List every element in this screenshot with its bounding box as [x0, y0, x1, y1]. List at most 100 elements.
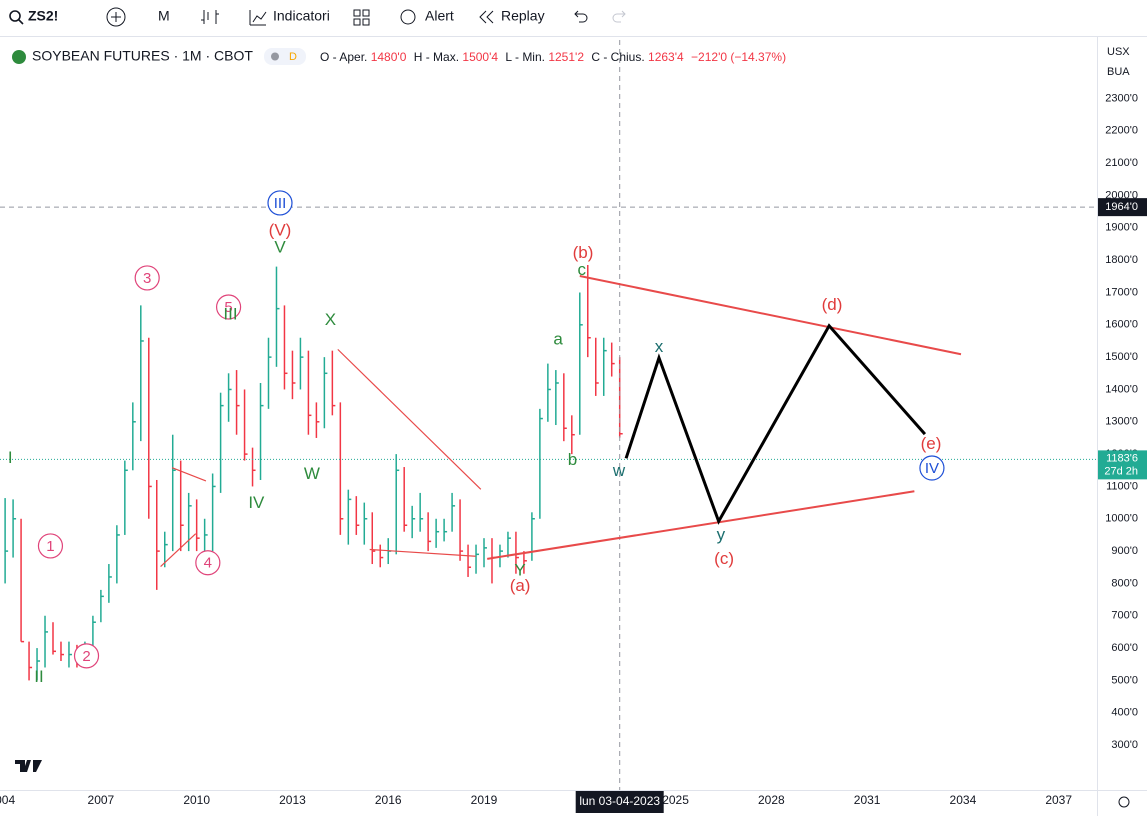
undo[interactable]: [574, 10, 588, 23]
wave-circle: [919, 455, 945, 481]
wave-label: III: [223, 304, 237, 323]
ohlc-legend: O - Aper. 1480'0 H - Max. 1500'4 L - Min…: [320, 50, 786, 64]
c-value: 1263'4: [648, 50, 684, 64]
y-tick-label: 500'0: [1111, 674, 1138, 686]
bars-icon[interactable]: [201, 10, 219, 24]
flag-pill: [264, 48, 306, 65]
wave-label: 5: [224, 299, 232, 316]
wave-label: X: [325, 310, 336, 329]
logo: [15, 760, 42, 772]
unit[interactable]: BUA: [1107, 66, 1130, 78]
wave-circle: [215, 294, 242, 320]
toolbar: [0, 0, 1147, 36]
wave-label: Y: [514, 561, 525, 580]
wave-label: b: [568, 450, 577, 469]
wave-label: (V): [269, 221, 292, 240]
wave-circle: [73, 643, 100, 669]
y-tick-label: 800'0: [1111, 577, 1138, 589]
wave-label: (c): [714, 549, 734, 568]
wave-label: c: [577, 260, 586, 279]
wave-label: a: [553, 330, 563, 349]
wave-label: w: [612, 461, 626, 480]
l-label: L - Min.: [505, 50, 545, 64]
wave-label: (b): [573, 243, 594, 262]
y-tick-label: 1300'0: [1105, 416, 1138, 428]
trendline: [337, 348, 482, 490]
y-tick-label: 600'0: [1111, 642, 1138, 654]
wave-circle: [134, 265, 160, 291]
alert[interactable]: Alert: [425, 8, 454, 24]
o-label: O - Aper.: [320, 50, 367, 64]
layout-icon: [353, 18, 361, 26]
c-label: C - Chius.: [591, 50, 644, 64]
crosshair-x-box: [575, 791, 664, 813]
wave-label: V: [274, 237, 286, 256]
wave-label: I: [8, 448, 13, 467]
x-tick-label: 2013: [279, 793, 306, 807]
symbol[interactable]: ZS2!: [28, 8, 58, 24]
wave-label: 4: [204, 555, 212, 572]
trendline: [160, 533, 197, 568]
y-tick-label: 900'0: [1111, 545, 1138, 557]
toolbar-items: ZS2! M Indicatori Alert Replay USX BUA: [9, 7, 1130, 78]
last-price-box: [1098, 450, 1147, 480]
h-label: H - Max.: [414, 50, 459, 64]
x-tick-label: 2037: [1045, 793, 1072, 807]
status-dot: [271, 52, 279, 61]
wave-label: IV: [248, 493, 265, 512]
y-tick-label: 2300'0: [1105, 92, 1138, 104]
wave-label: (d): [822, 295, 843, 314]
o-value: 1480'0: [371, 50, 407, 64]
wave-label: x: [655, 337, 664, 356]
y-tick-label: 1400'0: [1105, 383, 1138, 395]
wave-label: 3: [143, 270, 151, 287]
flag: D: [289, 51, 297, 63]
countdown: 27d 2h: [1104, 465, 1138, 477]
layout-icon[interactable]: [353, 9, 361, 17]
y-tick-label: 1700'0: [1105, 286, 1138, 298]
redo[interactable]: [612, 10, 626, 23]
y-tick-label: 1000'0: [1105, 513, 1138, 525]
alert-icon: [400, 9, 416, 25]
wave-label: W: [304, 464, 320, 483]
replay[interactable]: Replay: [501, 8, 545, 24]
chart-title: SOYBEAN FUTURES · 1M · CBOT: [32, 48, 253, 64]
add-icon: [111, 12, 121, 22]
y-tick-label: 700'0: [1111, 610, 1138, 622]
wave-circle: [37, 533, 64, 559]
add-symbol[interactable]: [106, 7, 126, 27]
x-tick-label: 2034: [950, 793, 977, 807]
settings[interactable]: [1118, 796, 1130, 808]
wave-label: y: [717, 525, 726, 544]
indicators[interactable]: Indicatori: [273, 8, 330, 24]
wave-label: II: [34, 667, 43, 686]
search-icon[interactable]: [9, 10, 21, 22]
y-tick-label: 1500'0: [1105, 351, 1138, 363]
interval[interactable]: M: [158, 8, 170, 24]
y-tick-label: 2100'0: [1105, 157, 1138, 169]
l-value: 1251'2: [548, 50, 584, 64]
crosshair-y-label: 1964'0: [1105, 201, 1138, 213]
wave-label: (e): [921, 434, 942, 453]
last-price-label: 1183'6: [1106, 452, 1138, 464]
x-tick-label: 004: [0, 793, 15, 807]
y-tick-label: 300'0: [1111, 739, 1138, 751]
x-tick-label: 2010: [183, 793, 210, 807]
search-icon-handle: [18, 19, 24, 25]
trendline: [369, 548, 476, 557]
crosshair-y-box: [1098, 198, 1147, 217]
wave-label: 2: [82, 648, 90, 665]
x-tick-label: 2019: [471, 793, 498, 807]
indicators-icon: [249, 10, 267, 26]
y-tick-label: 400'0: [1111, 707, 1138, 719]
y-tick-label: 1100'0: [1106, 480, 1138, 492]
x-tick-label: 2016: [375, 793, 402, 807]
chart-header: SOYBEAN FUTURES · 1M · CBOT D O - Aper. …: [12, 48, 786, 65]
replay-icon: [479, 10, 494, 24]
wave-label: III: [274, 195, 287, 212]
wave-circle: [195, 550, 221, 576]
wave-projection: [624, 323, 927, 525]
x-tick-label: 2025: [662, 793, 689, 807]
h-value: 1500'4: [462, 50, 498, 64]
currency[interactable]: USX: [1107, 46, 1130, 58]
